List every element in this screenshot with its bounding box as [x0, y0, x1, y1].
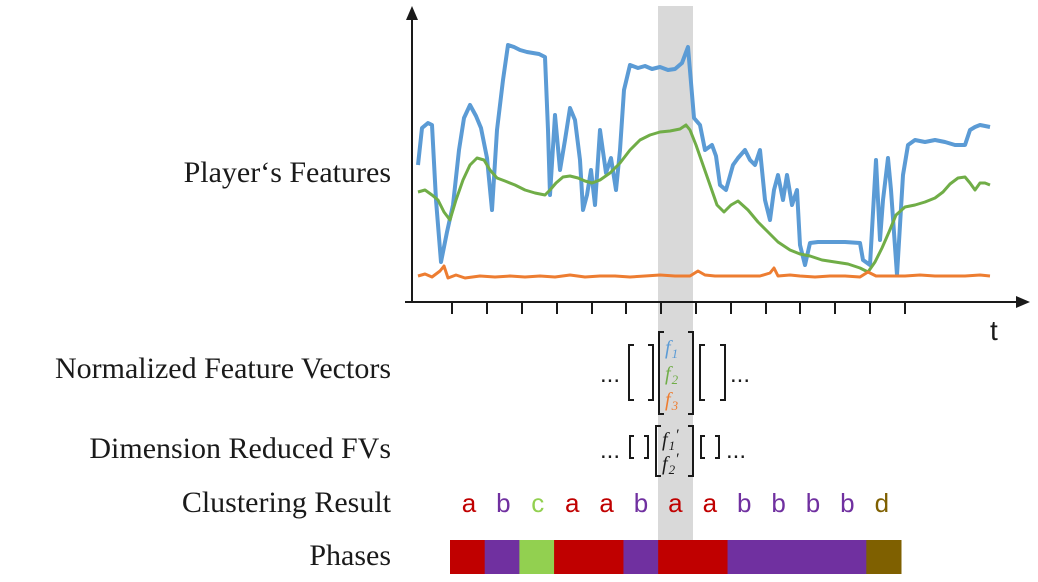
label-phases: Phases — [309, 539, 391, 572]
vector-f2: f2 — [665, 363, 679, 387]
feature-vector-bracket — [658, 331, 694, 415]
highlight-band — [658, 6, 693, 574]
phase-segment-5 — [658, 540, 729, 574]
label-reduced: Dimension Reduced FVs — [89, 432, 391, 465]
cluster-label-3: a — [565, 488, 580, 518]
cluster-label-2: c — [531, 488, 544, 518]
cluster-label-6: a — [668, 488, 683, 518]
series-f3-line — [417, 264, 991, 280]
cluster-label-10: b — [806, 488, 820, 518]
empty-reduced-right — [700, 435, 720, 459]
empty-vector-left — [628, 344, 654, 401]
cluster-label-8: b — [737, 488, 751, 518]
cluster-label-4: a — [599, 488, 614, 518]
reduced-vector-bracket — [655, 425, 694, 477]
reduced-f2: f2′ — [662, 451, 679, 477]
phase-segment-2 — [519, 540, 555, 574]
label-clustering: Clustering Result — [182, 486, 392, 519]
phase-bar — [450, 540, 902, 574]
reduced-vectors: ... f1′ f2′ ... — [600, 425, 746, 477]
cluster-label-0: a — [462, 488, 477, 518]
empty-vector-right — [699, 344, 726, 401]
axes: t — [405, 6, 1030, 346]
series-f1-line — [416, 43, 991, 277]
phase-segment-6 — [727, 540, 867, 574]
x-axis-label: t — [990, 315, 998, 346]
cluster-label-1: b — [496, 488, 510, 518]
series-f2-line — [417, 123, 991, 274]
cluster-label-5: b — [634, 488, 648, 518]
empty-reduced-left — [629, 435, 649, 459]
vector-f3: f3 — [665, 389, 679, 413]
reduced-f1: f1′ — [662, 427, 679, 453]
phase-segment-4 — [623, 540, 659, 574]
phase-segment-0 — [450, 540, 486, 574]
label-features: Player‘s Features — [184, 156, 391, 189]
cluster-label-12: d — [875, 488, 889, 518]
x-axis-ticks — [451, 302, 906, 314]
ellipsis-right-reduced: ... — [726, 437, 746, 464]
x-axis-arrow — [1016, 296, 1030, 308]
ellipsis-left-reduced: ... — [600, 437, 620, 464]
cluster-label-7: a — [703, 488, 718, 518]
cluster-label-11: b — [840, 488, 854, 518]
label-normalized: Normalized Feature Vectors — [55, 352, 391, 385]
phase-segment-7 — [866, 540, 902, 574]
ellipsis-left: ... — [600, 361, 620, 388]
cluster-label-9: b — [771, 488, 785, 518]
normalized-vectors: ... f1 f2 f3 ... — [600, 331, 750, 415]
vector-f1: f1 — [665, 337, 678, 361]
ellipsis-right: ... — [730, 361, 750, 388]
phase-segment-3 — [554, 540, 624, 574]
y-axis-arrow — [406, 6, 418, 20]
phase-segment-1 — [484, 540, 520, 574]
